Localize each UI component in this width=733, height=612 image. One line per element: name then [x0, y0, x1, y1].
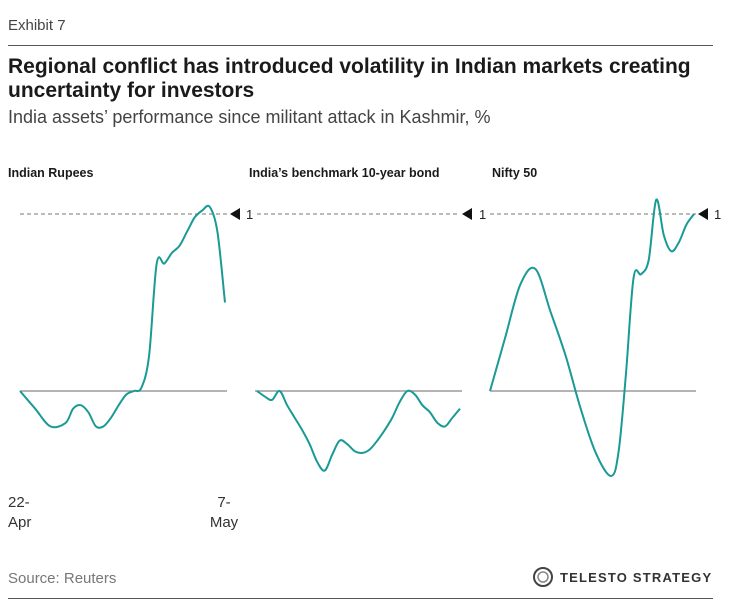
exhibit-label: Exhibit 7	[8, 17, 66, 34]
x-start-line2: Apr	[8, 514, 32, 531]
x-end-label: 7- May	[207, 493, 241, 533]
x-end-line2: May	[209, 514, 239, 531]
series-line-2	[256, 389, 461, 472]
panel-title-nifty: Nifty 50	[492, 166, 538, 180]
series-line-1	[19, 204, 226, 429]
reference-label-1: 1	[246, 207, 253, 222]
telesto-logo-icon	[533, 567, 553, 587]
panel-title-rupees: Indian Rupees	[8, 166, 94, 180]
reference-label-3: 1	[714, 207, 721, 222]
reference-label-2: 1	[479, 207, 486, 222]
x-start-label: 22- Apr	[8, 493, 31, 533]
panel-title-bond: India’s benchmark 10-year bond	[249, 166, 440, 180]
source-note: Source: Reuters	[8, 570, 117, 587]
brand-logo: TELESTO STRATEGY	[532, 566, 712, 588]
x-start-line1: 22-	[8, 494, 30, 511]
chart-title: Regional conflict has introduced volatil…	[8, 55, 691, 102]
reference-marker-1	[230, 208, 240, 220]
brand-name: TELESTO STRATEGY	[560, 569, 713, 585]
reference-marker-2	[462, 208, 472, 220]
top-rule	[8, 45, 713, 46]
chart-subtitle: India assets’ performance since militant…	[8, 107, 491, 127]
series-line-3	[489, 198, 695, 477]
bottom-rule	[8, 598, 713, 599]
x-end-line1: 7-	[217, 494, 231, 511]
reference-marker-3	[698, 208, 708, 220]
